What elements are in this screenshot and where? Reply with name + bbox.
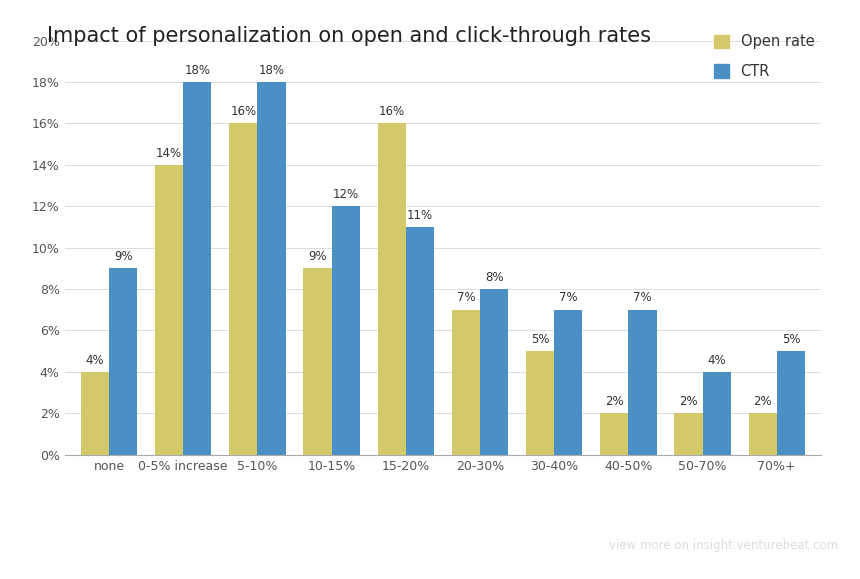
- Bar: [183, 82, 212, 455]
- Bar: [81, 372, 109, 455]
- Text: 18%: 18%: [184, 64, 211, 77]
- Legend: Open rate, CTR: Open rate, CTR: [707, 27, 821, 86]
- Text: 16%: 16%: [378, 105, 405, 118]
- Bar: [378, 123, 406, 455]
- Text: 4%: 4%: [86, 354, 104, 367]
- Bar: [480, 289, 508, 455]
- Text: 2%: 2%: [753, 395, 772, 408]
- Text: view more on insight.venturebeat.com: view more on insight.venturebeat.com: [610, 539, 838, 552]
- Bar: [777, 351, 805, 455]
- Text: 4%: 4%: [708, 354, 726, 367]
- Bar: [230, 123, 257, 455]
- Text: 11%: 11%: [407, 208, 433, 222]
- Text: Impact of personalization on open and click-through rates: Impact of personalization on open and cl…: [47, 26, 651, 46]
- Bar: [748, 413, 777, 455]
- Text: 7%: 7%: [559, 291, 578, 305]
- Bar: [526, 351, 554, 455]
- Text: VB: VB: [22, 532, 64, 560]
- Bar: [406, 227, 434, 455]
- Text: 12%: 12%: [333, 188, 359, 201]
- Bar: [674, 413, 703, 455]
- Bar: [629, 310, 656, 455]
- Text: 5%: 5%: [531, 333, 550, 346]
- Text: 14%: 14%: [156, 146, 182, 160]
- Text: 2%: 2%: [605, 395, 624, 408]
- Bar: [452, 310, 480, 455]
- Text: 9%: 9%: [308, 250, 327, 263]
- Bar: [332, 206, 359, 455]
- Text: 7%: 7%: [457, 291, 476, 305]
- Text: 7%: 7%: [633, 291, 652, 305]
- Bar: [600, 413, 629, 455]
- Text: 5%: 5%: [782, 333, 800, 346]
- Bar: [257, 82, 286, 455]
- Text: 9%: 9%: [114, 250, 132, 263]
- Bar: [155, 165, 183, 455]
- Text: 18%: 18%: [259, 64, 285, 77]
- Text: 2%: 2%: [679, 395, 697, 408]
- Bar: [109, 268, 138, 455]
- Text: 8%: 8%: [485, 271, 503, 284]
- Bar: [703, 372, 731, 455]
- Text: 16%: 16%: [230, 105, 256, 118]
- Bar: [304, 268, 332, 455]
- Bar: [554, 310, 582, 455]
